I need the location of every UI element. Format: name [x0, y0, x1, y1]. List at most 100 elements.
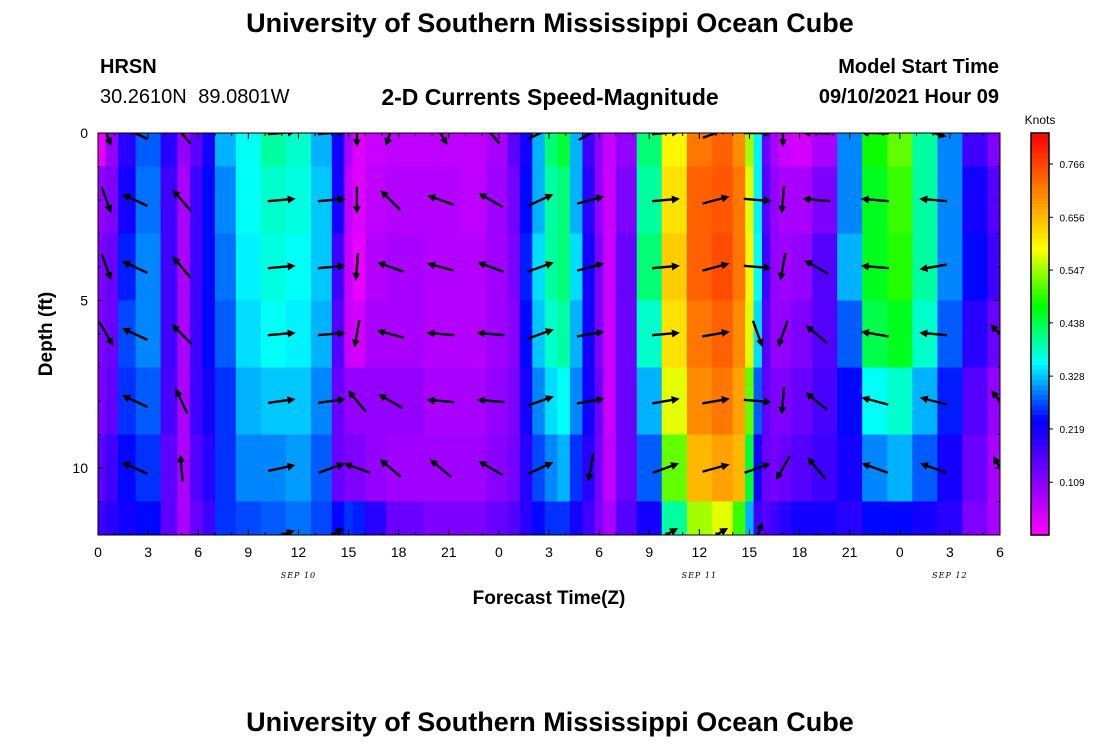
- x-tick-label: 15: [341, 544, 357, 560]
- colorbar-segment: [1031, 424, 1049, 431]
- colorbar-label: 0.219: [1059, 425, 1084, 436]
- current-vector: [585, 453, 595, 482]
- heatmap-cell: [214, 501, 237, 535]
- current-vector: [743, 196, 772, 205]
- heatmap-cell: [557, 133, 571, 168]
- colorbar-label: 0.109: [1059, 478, 1084, 489]
- current-vector: [775, 455, 791, 481]
- colorbar-segment: [1031, 293, 1049, 300]
- x-tick-label: 6: [595, 544, 603, 560]
- heatmap-cell: [962, 434, 989, 503]
- heatmap-cell: [202, 501, 216, 535]
- colorbar-segment: [1031, 268, 1049, 275]
- heatmap-cell: [661, 133, 688, 168]
- heatmap-cell: [732, 501, 746, 535]
- footer-title: University of Southern Mississippi Ocean…: [246, 707, 854, 737]
- heatmap-cell: [486, 434, 508, 503]
- heatmap-cell: [235, 166, 262, 235]
- colorbar-segment: [1031, 133, 1049, 139]
- current-vector: [805, 392, 828, 411]
- y-tick-label: 10: [72, 460, 88, 476]
- colorbar-segment: [1031, 389, 1049, 395]
- heatmap-cell: [791, 367, 813, 436]
- current-vector: [476, 396, 505, 405]
- colorbar-segment: [1031, 484, 1049, 491]
- heatmap-cell: [594, 133, 604, 168]
- y-axis-title: Depth (ft): [36, 292, 57, 376]
- heatmap-cell: [365, 434, 387, 503]
- heatmap-cell: [732, 434, 746, 503]
- colorbar-segment: [1031, 464, 1049, 471]
- heatmap-cell: [177, 300, 191, 369]
- heatmap-cell: [235, 300, 262, 369]
- current-vector: [860, 262, 889, 271]
- heatmap-cell: [544, 367, 558, 436]
- colorbar-segment: [1031, 178, 1049, 184]
- heatmap-cell: [352, 133, 366, 168]
- current-vector: [351, 319, 361, 348]
- current-vector: [990, 324, 1000, 336]
- y-axis: 0 5 10: [72, 125, 1000, 536]
- heatmap-cell: [105, 434, 119, 503]
- heatmap-cell: [745, 133, 755, 168]
- x-tick-label: 12: [692, 544, 708, 560]
- heatmap-cell: [344, 300, 354, 369]
- colorbar-segment: [1031, 233, 1049, 240]
- heatmap-cell: [862, 133, 888, 168]
- heatmap-cell: [344, 501, 354, 535]
- heatmap-cell: [557, 501, 571, 535]
- colorbar-segment: [1031, 504, 1049, 511]
- colorbar-segment: [1031, 399, 1049, 405]
- current-vector: [278, 529, 295, 535]
- heatmap-cell: [386, 501, 425, 535]
- current-vector: [427, 194, 455, 206]
- heatmap-cell: [770, 367, 780, 436]
- model-start-value: 09/10/2021 Hour 09: [818, 86, 999, 108]
- current-vector: [805, 325, 828, 344]
- heatmap-cell: [837, 300, 863, 369]
- colorbar-segment: [1031, 258, 1049, 265]
- heatmap-cell: [544, 501, 558, 535]
- colorbar-unit: Knots: [1025, 113, 1056, 127]
- station-coordinates: 30.2610N 89.0801W: [100, 86, 290, 108]
- heatmap-cell: [423, 434, 462, 503]
- heatmap-cell: [105, 300, 119, 369]
- heatmap-cell: [887, 434, 913, 503]
- current-vector: [713, 528, 729, 535]
- heatmap-cell: [686, 434, 713, 503]
- current-vector: [122, 327, 148, 341]
- heatmap-cell: [791, 300, 813, 369]
- current-vector: [172, 189, 192, 212]
- heatmap-cell: [352, 300, 366, 369]
- x-tick-label: 9: [645, 544, 653, 560]
- heatmap-cell: [160, 434, 178, 503]
- heatmap-cell: [461, 166, 487, 235]
- x-tick-label: 12: [291, 544, 307, 560]
- heatmap-cell: [160, 133, 178, 168]
- heatmap-cell: [544, 166, 558, 235]
- current-vector: [576, 396, 605, 405]
- colorbar-segment: [1031, 414, 1049, 421]
- heatmap-cell: [160, 501, 178, 535]
- heatmap-cell: [189, 300, 203, 369]
- heatmap-cell: [519, 166, 533, 235]
- current-vector: [352, 252, 361, 281]
- current-vector: [100, 253, 113, 281]
- current-vector: [919, 263, 948, 272]
- heatmap-cell: [732, 233, 746, 302]
- heatmap-cell: [615, 133, 638, 168]
- heatmap-cell: [365, 367, 387, 436]
- current-vector: [426, 396, 455, 405]
- colorbar-segment: [1031, 354, 1049, 360]
- heatmap-cell: [365, 501, 387, 535]
- current-vector: [476, 329, 505, 338]
- heatmap-cell: [711, 133, 734, 168]
- current-vector: [329, 528, 344, 535]
- colorbar-segment: [1031, 489, 1049, 496]
- heatmap-cell: [962, 367, 989, 436]
- current-vector: [861, 395, 889, 406]
- heatmap-cell: [202, 367, 216, 436]
- heatmap-cell: [862, 501, 888, 535]
- colorbar-segment: [1031, 359, 1049, 365]
